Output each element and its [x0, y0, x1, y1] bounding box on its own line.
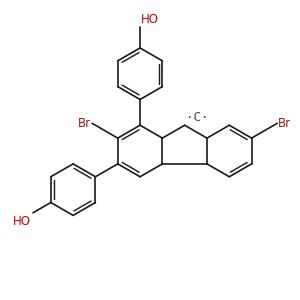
- Text: Br: Br: [78, 117, 91, 130]
- Text: ·C·: ·C·: [186, 111, 208, 124]
- Text: HO: HO: [141, 14, 159, 26]
- Text: Br: Br: [278, 117, 291, 130]
- Text: HO: HO: [13, 215, 31, 228]
